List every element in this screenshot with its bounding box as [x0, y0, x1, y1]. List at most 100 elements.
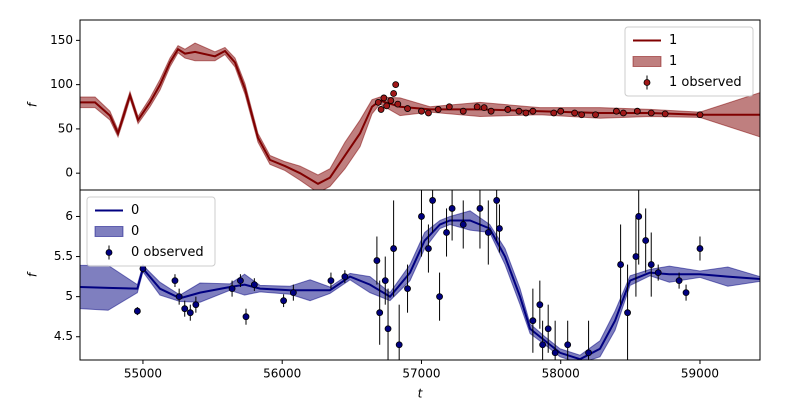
- legend-patch: [94, 226, 124, 237]
- legend: 0 0 0 observed: [86, 196, 216, 267]
- observed-point: [696, 111, 704, 119]
- observed-point: [390, 245, 398, 252]
- y-tick-label: 4.5: [54, 329, 73, 343]
- observed-point: [192, 301, 200, 309]
- observed-point: [473, 103, 481, 111]
- observed-point: [654, 269, 662, 276]
- observed-point: [373, 257, 381, 264]
- observed-point: [237, 277, 244, 285]
- observed-point: [529, 107, 537, 115]
- observed-point: [181, 305, 189, 313]
- observed-point: [544, 325, 552, 333]
- mean-line: [80, 47, 760, 185]
- legend-label: 1: [669, 54, 677, 69]
- observed-point: [522, 109, 530, 117]
- observed-point: [228, 285, 236, 293]
- y-tick-label: 0: [65, 166, 73, 180]
- x-tick-label: 55000: [124, 367, 162, 381]
- y-tick-label: 5.5: [54, 249, 73, 263]
- observed-point: [341, 273, 349, 281]
- observed-point: [550, 109, 558, 117]
- x-tick-label: 58000: [542, 367, 580, 381]
- observed-point: [536, 301, 544, 309]
- observed-point: [632, 253, 640, 260]
- observed-point: [564, 341, 572, 349]
- plot-area: [80, 190, 760, 360]
- observed-point: [383, 102, 391, 110]
- legend-frame: [624, 26, 754, 97]
- observed-point: [480, 104, 488, 112]
- observed-point: [327, 277, 335, 285]
- observed-point: [459, 107, 467, 115]
- observed-point: [571, 109, 579, 117]
- observed-point: [186, 309, 194, 317]
- legend-patch: [632, 56, 662, 67]
- legend-marker: [105, 249, 113, 256]
- y-axis-label: f: [26, 271, 40, 277]
- legend-frame: [86, 196, 216, 267]
- observed-point: [592, 111, 599, 119]
- observed-point: [250, 281, 258, 289]
- observed-point: [425, 109, 432, 117]
- observed-point: [443, 229, 450, 236]
- y-tick-label: 5: [65, 289, 73, 303]
- observed-point: [445, 103, 453, 111]
- legend-label: 0: [131, 224, 139, 239]
- x-axis-label: t: [418, 387, 424, 400]
- observed-point: [418, 107, 425, 115]
- y-tick-label: 150: [50, 33, 73, 47]
- observed-point: [436, 293, 443, 301]
- observed-point: [682, 289, 690, 297]
- legend-label: 1 observed: [669, 75, 742, 90]
- axes-frame: [79, 189, 761, 361]
- legend-label: 0 observed: [131, 245, 204, 260]
- observed-point: [280, 297, 287, 305]
- observed-point: [642, 237, 650, 244]
- legend: 1 1 1 observed: [624, 26, 754, 97]
- observed-point: [394, 100, 402, 108]
- observed-point: [635, 213, 643, 220]
- observed-point: [381, 277, 389, 285]
- legend-label: 0: [131, 203, 139, 218]
- observed-point: [376, 309, 384, 317]
- observed-point: [242, 313, 250, 321]
- observed-point: [578, 111, 586, 119]
- observed-point: [529, 317, 537, 325]
- observed-point: [392, 81, 400, 89]
- y-axis-label: f: [26, 101, 40, 107]
- observed-point: [504, 106, 512, 113]
- observed-point: [539, 341, 547, 349]
- observed-point: [647, 109, 655, 117]
- confidence-band: [80, 42, 760, 190]
- observed-point: [390, 90, 398, 97]
- observed-point: [395, 341, 403, 349]
- observed-point: [484, 229, 492, 236]
- observed-point: [487, 107, 495, 115]
- observed-point: [289, 289, 297, 297]
- observed-point: [476, 205, 484, 212]
- observed-point: [617, 261, 625, 268]
- x-tick-label: 59000: [681, 367, 719, 381]
- observed-point: [515, 107, 523, 115]
- y-tick-label: 100: [50, 77, 73, 91]
- observed-point: [133, 307, 141, 315]
- legend-label: 1: [669, 33, 677, 48]
- observed-point: [633, 107, 641, 115]
- observed-point: [387, 97, 395, 104]
- legend-marker: [643, 79, 651, 86]
- observed-point: [384, 325, 392, 333]
- y-tick-label: 50: [58, 121, 73, 135]
- observed-point: [171, 277, 179, 285]
- observed-point: [175, 293, 183, 301]
- observed-point: [459, 221, 467, 228]
- observed-point: [434, 106, 442, 113]
- observed-point: [619, 109, 627, 117]
- observed-point: [404, 105, 411, 112]
- observed-point: [493, 197, 501, 204]
- observed-point: [429, 197, 437, 204]
- observed-point: [661, 110, 669, 118]
- y-tick-label: 6: [65, 209, 73, 223]
- observed-point: [380, 94, 388, 102]
- observed-point: [585, 349, 592, 357]
